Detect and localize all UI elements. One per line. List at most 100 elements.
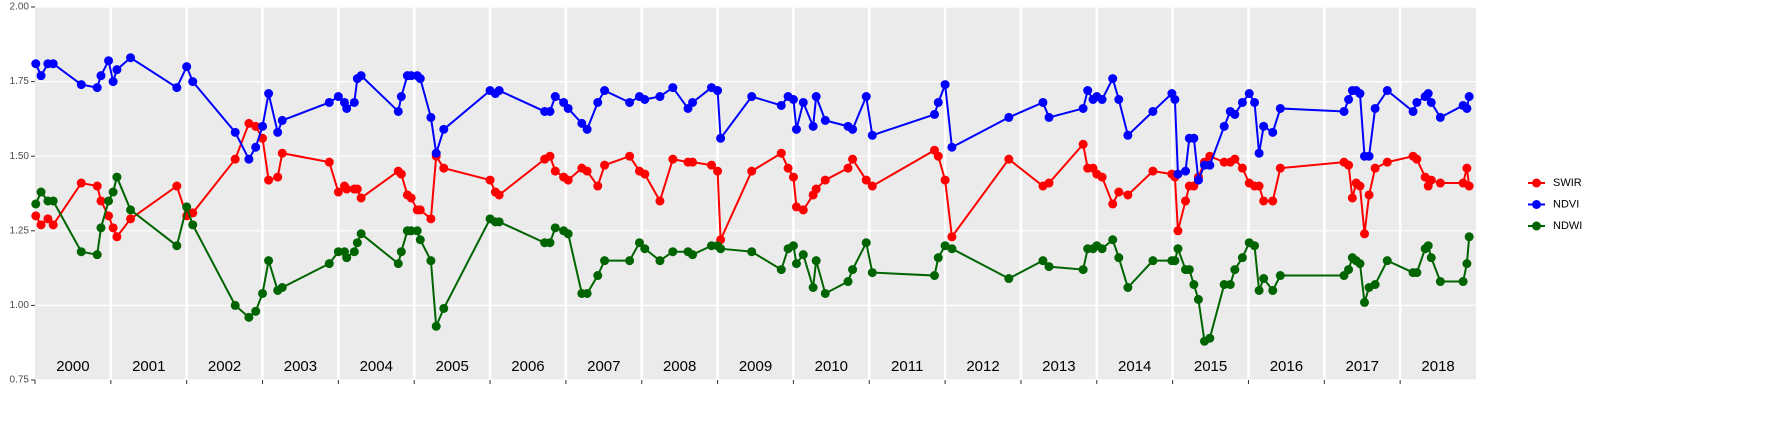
data-point [426,214,436,224]
data-point [426,112,436,122]
data-point [393,106,403,116]
data-point [1004,112,1014,122]
data-point [1464,92,1474,102]
data-point [1268,196,1278,206]
data-point [251,306,261,316]
data-point [1004,154,1014,164]
data-point [820,288,830,298]
data-point [1259,121,1269,131]
data-point [625,256,635,266]
data-point [788,95,798,105]
data-point [352,238,362,248]
data-point [126,214,136,224]
data-point [48,220,58,230]
data-point [1219,121,1229,131]
data-point [1205,333,1215,343]
data-point [747,166,757,176]
data-point [940,241,950,251]
data-point [848,265,858,275]
data-point [798,97,808,107]
data-point [1344,160,1354,170]
data-point [1181,166,1191,176]
data-point [713,166,723,176]
data-point [1355,89,1365,99]
data-point [342,103,352,113]
data-point [1364,190,1374,200]
data-point [273,172,283,182]
year-label: 2011 [891,358,923,375]
data-point [264,175,274,185]
data-point [933,253,943,263]
data-point [1382,256,1392,266]
data-point [1237,97,1247,107]
data-point [431,321,441,331]
year-label: 2014 [1118,358,1151,375]
data-point [940,80,950,90]
data-point [668,247,678,257]
data-point [940,175,950,185]
data-point [1464,181,1474,191]
data-point [1426,253,1436,263]
data-point [1412,268,1422,278]
data-point [848,154,858,164]
data-point [861,92,871,102]
data-point [1230,109,1240,119]
data-point [947,232,957,242]
data-point [1184,265,1194,275]
data-point [1462,259,1472,269]
data-point [1250,241,1260,251]
data-point [230,127,240,137]
y-tick-label: 1.25 [10,225,30,236]
data-point [688,157,698,167]
data-point [342,184,352,194]
y-tick-label: 0.75 [10,375,30,386]
data-point [43,214,53,224]
data-point [1173,244,1183,254]
data-point [1148,106,1158,116]
data-point [356,193,366,203]
data-point [104,196,114,206]
data-point [1370,280,1380,290]
year-label: 2010 [815,358,848,375]
data-point [1344,265,1354,275]
data-point [396,92,406,102]
data-point [494,86,504,96]
data-point [182,202,192,212]
data-point [1189,280,1199,290]
legend-label: NDWI [1553,220,1582,232]
data-point [808,121,818,131]
data-point [1423,241,1433,251]
data-point [582,124,592,134]
data-point [713,86,723,96]
data-point [811,256,821,266]
data-point [1364,151,1374,161]
data-point [396,247,406,257]
data-point [1123,130,1133,140]
year-label: 2017 [1346,358,1379,375]
data-point [933,151,943,161]
data-point [273,127,283,137]
data-point [188,220,198,230]
legend-label: SWIR [1553,177,1582,189]
data-point [1344,95,1354,105]
data-point [1435,178,1445,188]
data-point [356,71,366,81]
data-point [342,253,352,263]
data-point [92,250,102,260]
data-point [933,97,943,107]
data-point [1123,190,1133,200]
legend-key-point [1532,200,1541,209]
data-point [1268,127,1278,137]
data-point [1114,95,1124,105]
data-point [1225,280,1235,290]
data-point [1097,95,1107,105]
data-point [172,181,182,191]
year-label: 2004 [360,358,393,375]
data-point [31,59,41,69]
data-point [1435,277,1445,287]
data-point [1173,226,1183,236]
data-point [1347,193,1357,203]
data-point [1078,103,1088,113]
data-point [563,229,573,239]
